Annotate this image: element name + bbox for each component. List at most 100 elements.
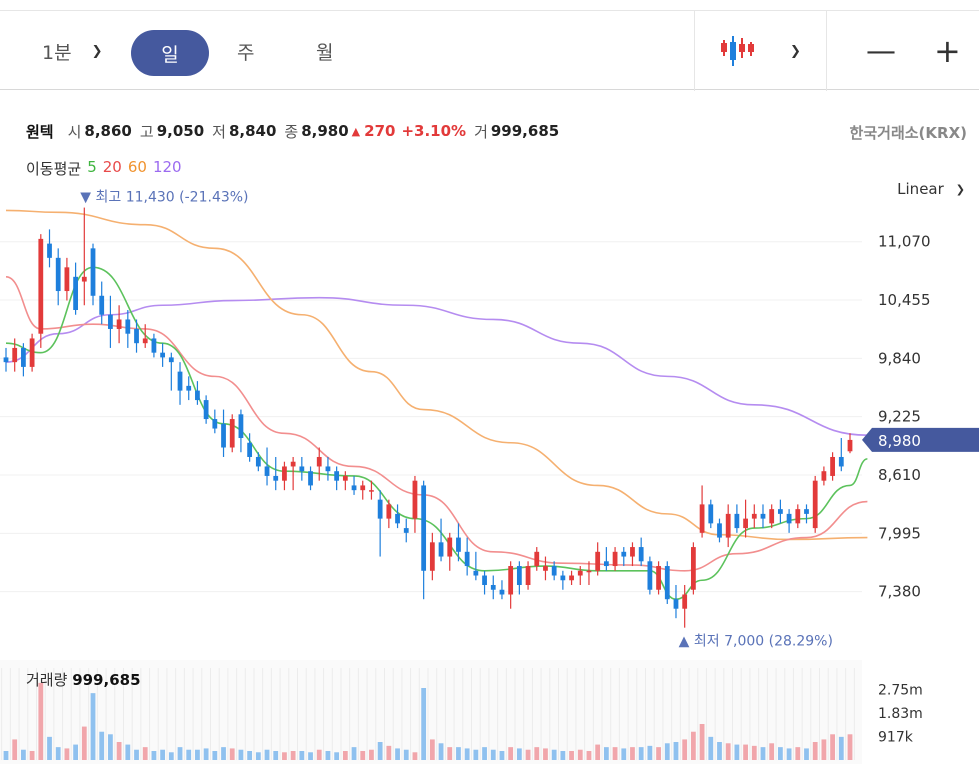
up-arrow-icon: ▲ [351, 124, 361, 138]
volume-bar [142, 747, 148, 760]
candle [99, 281, 105, 325]
candle [64, 257, 70, 301]
candle-body [543, 566, 548, 571]
candle [569, 570, 574, 585]
volume-bar [656, 747, 661, 760]
candle [316, 447, 322, 481]
candle [586, 561, 592, 585]
plus-icon: + [934, 32, 961, 70]
volume-bar [647, 745, 653, 760]
volume-bar [525, 749, 531, 760]
candle [621, 547, 627, 567]
volume-bar [21, 749, 26, 760]
candle-body [743, 518, 748, 529]
candle-body [569, 575, 574, 581]
candle-body [203, 400, 209, 420]
candle [551, 561, 557, 581]
candle-body [290, 461, 296, 467]
candle-body [664, 566, 670, 600]
candle-body [186, 385, 192, 391]
candle [360, 480, 366, 500]
candle-body [38, 238, 44, 334]
zoom-out-button[interactable]: — [866, 11, 896, 91]
ma5-legend: 5 [87, 158, 97, 176]
candle [134, 319, 139, 353]
candle [464, 537, 470, 576]
candle [821, 466, 827, 486]
candle-body [412, 480, 418, 519]
volume-bar [273, 751, 279, 760]
candle [751, 504, 757, 529]
volume-bar [482, 747, 487, 760]
volume-bar [369, 749, 374, 760]
volume-bar [12, 739, 18, 760]
candle-body [142, 338, 148, 344]
volume-bar [299, 751, 305, 760]
candle-body [247, 442, 253, 457]
candle [777, 499, 783, 524]
high-value: 9,050 [156, 122, 205, 140]
candle-body [212, 419, 218, 429]
candle [282, 461, 287, 491]
candle-body [360, 485, 366, 491]
tab-month[interactable]: 월 [316, 11, 333, 91]
candle-body [282, 466, 287, 481]
volume-bar [255, 752, 261, 760]
candle-body [830, 456, 835, 476]
volume-bar [134, 749, 139, 760]
candle-body [264, 466, 270, 476]
candle-body [160, 352, 166, 358]
candle [21, 343, 26, 377]
candle-body [438, 542, 444, 557]
volume-bar [551, 749, 557, 760]
volume-bar [751, 745, 757, 760]
chart-type-chevron-icon[interactable]: ❯ [790, 43, 801, 59]
tab-week-label: 주 [237, 41, 255, 64]
candle-body [90, 248, 96, 296]
zoom-in-button[interactable]: + [934, 11, 961, 91]
scale-select[interactable]: Linear ❯ [897, 180, 965, 198]
candle-body [804, 509, 809, 514]
volume-bar [508, 747, 514, 760]
volume-bar [325, 751, 331, 760]
volume-bar [769, 743, 775, 760]
volume-tick-label: 2.75m [878, 682, 923, 698]
candle [29, 333, 35, 372]
candle-body [99, 295, 105, 315]
candle [125, 310, 131, 348]
high-label: 고 [139, 122, 154, 141]
candle-body [464, 551, 470, 567]
candle-body [403, 528, 409, 533]
volume-bar [116, 742, 122, 760]
candle [412, 475, 418, 533]
candle [429, 532, 435, 581]
volume-bar [342, 751, 348, 760]
volume-bar [595, 744, 601, 760]
candle-body [21, 347, 26, 367]
candle [577, 566, 583, 585]
chart-type-button[interactable] [720, 11, 758, 91]
tab-day[interactable]: 일 [131, 30, 209, 76]
volume-bar [421, 688, 427, 760]
volume-bar [812, 742, 818, 760]
candle-body [308, 471, 313, 486]
candle-body [612, 551, 618, 567]
volume-bar [195, 749, 200, 760]
stock-name: 원텍 [26, 122, 54, 141]
volume-bar [786, 748, 792, 760]
candle-body [125, 319, 131, 334]
candle-body [708, 504, 714, 524]
minute-period-select[interactable]: 1분 ❯ [42, 11, 102, 91]
tab-week[interactable]: 주 [237, 11, 254, 91]
candle-body [499, 589, 505, 595]
volume-bar [247, 751, 253, 760]
candle [38, 234, 44, 348]
candle [377, 490, 383, 557]
volume-bar [543, 748, 548, 760]
minute-period-label: 1분 [42, 41, 72, 64]
moving-average-legend[interactable]: 이동평균 5 20 60 120 [26, 158, 182, 179]
candle [725, 504, 731, 548]
close-label: 종 [284, 122, 299, 141]
candle-body [838, 456, 844, 467]
candle [325, 456, 331, 481]
